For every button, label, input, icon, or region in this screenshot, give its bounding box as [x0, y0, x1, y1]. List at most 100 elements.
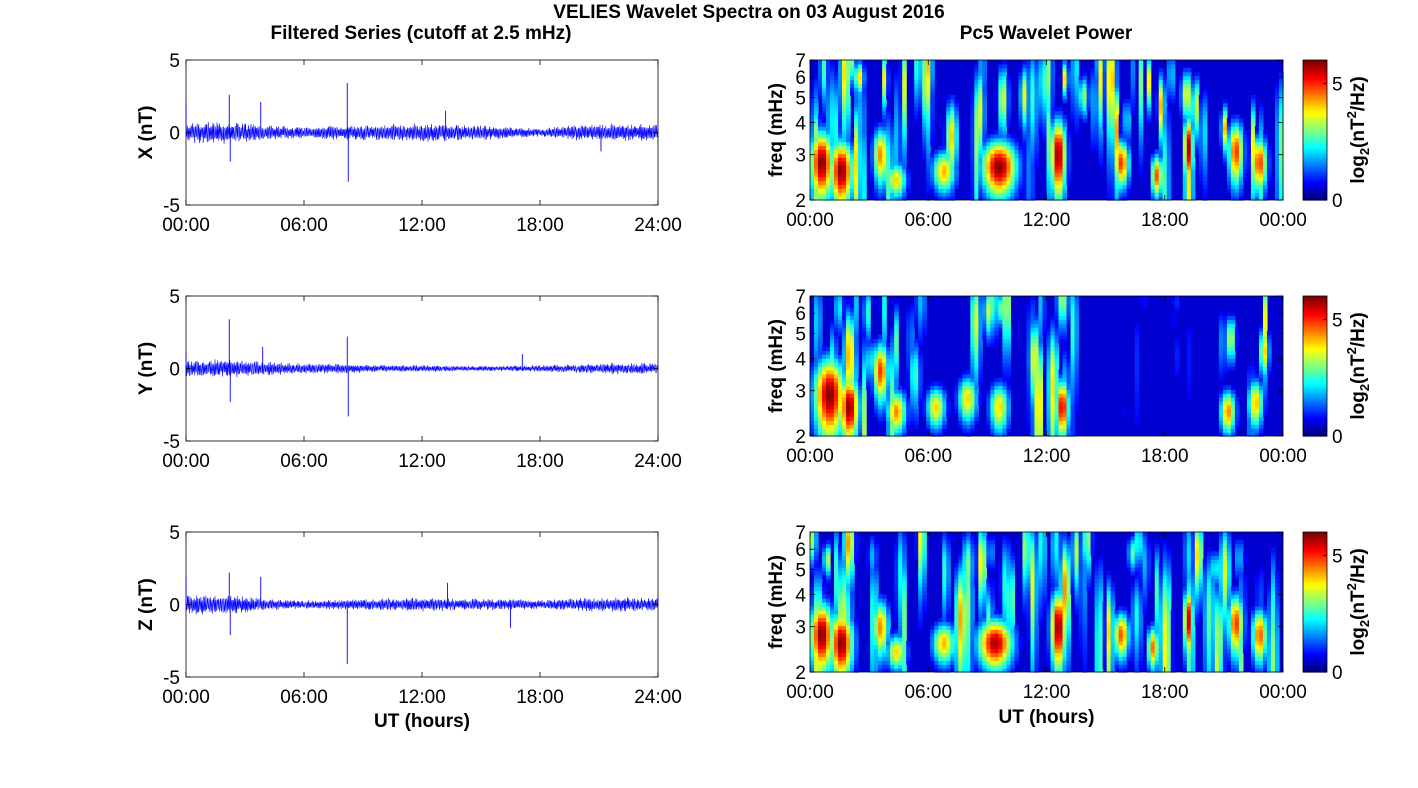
heatmap-cell: [842, 184, 847, 189]
heatmap-cell: [882, 315, 887, 320]
heatmap-cell: [818, 373, 823, 379]
heatmap-cell: [1226, 366, 1232, 371]
colorbar-step: [1303, 414, 1327, 417]
heatmap-cell: [1250, 98, 1256, 104]
heatmap-cell: [898, 145, 903, 151]
heatmap-cell: [842, 176, 847, 182]
heatmap-cell: [1034, 133, 1040, 139]
heatmap-cell: [1050, 373, 1056, 379]
heatmap-cell: [958, 373, 963, 379]
heatmap-cell: [954, 157, 959, 162]
heatmap-cell: [1106, 192, 1112, 197]
heatmap-cell: [1030, 389, 1036, 394]
heatmap-cell: [1222, 424, 1228, 429]
heatmap-cell: [834, 153, 839, 158]
heatmap-cell: [854, 184, 859, 189]
heatmap-cell: [934, 168, 939, 174]
heatmap-cell: [902, 71, 907, 77]
heatmap-cell: [1018, 126, 1024, 131]
heatmap-cell: [830, 118, 835, 123]
heatmap-cell: [1162, 176, 1168, 182]
heatmap-cell: [1030, 303, 1036, 309]
heatmap-cell: [1174, 346, 1180, 352]
heatmap-cell: [902, 130, 907, 135]
heatmap-cell: [1038, 389, 1044, 394]
heatmap-cell: [810, 629, 815, 634]
heatmap-cell: [1030, 401, 1036, 406]
heatmap-cell: [1030, 157, 1036, 162]
heatmap-cell: [1182, 153, 1188, 158]
heatmap-cell: [814, 126, 819, 131]
heatmap-cell: [1254, 172, 1260, 178]
heatmap-cell: [810, 563, 815, 568]
heatmap-cell: [854, 401, 859, 406]
heatmap-cell: [918, 342, 923, 348]
heatmap-cell: [1098, 83, 1104, 88]
heatmap-cell: [1262, 311, 1268, 317]
heatmap-cell: [1002, 75, 1008, 81]
heatmap-cell: [1218, 401, 1224, 406]
heatmap-cell: [1242, 141, 1248, 147]
heatmap-cell: [1150, 157, 1156, 162]
heatmap-cell: [1274, 133, 1280, 139]
heatmap-cell: [1158, 168, 1164, 174]
heatmap-cell: [1098, 126, 1104, 131]
heatmap-cell: [894, 381, 899, 387]
heatmap-cell: [990, 137, 995, 143]
heatmap-cell: [1034, 331, 1040, 336]
heatmap-cell: [1246, 130, 1252, 135]
heatmap-cell: [882, 63, 887, 69]
heatmap-cell: [974, 130, 979, 135]
heatmap-cell: [1094, 98, 1100, 104]
heatmap-cell: [1074, 110, 1080, 116]
heatmap-cell: [1002, 362, 1008, 367]
heatmap-cell: [1186, 145, 1192, 151]
heatmap-cell: [842, 389, 847, 394]
heatmap-cell: [1138, 114, 1144, 119]
heatmap-cell: [1054, 296, 1060, 301]
heatmap-cell: [1266, 172, 1272, 178]
heatmap-cell: [1198, 110, 1204, 116]
heatmap-cell: [1058, 424, 1064, 429]
heatmap-cell: [1018, 165, 1024, 170]
heatmap-cell: [914, 354, 919, 359]
y-axis-label: freq (mHz): [766, 319, 787, 413]
heatmap-cell: [1130, 98, 1136, 104]
heatmap-cell: [834, 126, 839, 131]
heatmap-cell: [1254, 149, 1260, 154]
heatmap-cell: [898, 87, 903, 92]
heatmap-cell: [1022, 95, 1028, 100]
heatmap-cell: [918, 307, 923, 313]
heatmap-cell: [1114, 83, 1120, 88]
heatmap-cell: [1038, 79, 1044, 84]
heatmap-cell: [1114, 79, 1120, 84]
heatmap-cell: [846, 110, 851, 116]
heatmap-cell: [1166, 110, 1172, 116]
heatmap-cell: [894, 346, 899, 352]
heatmap-cell: [998, 432, 1004, 437]
heatmap-cell: [970, 366, 975, 371]
heatmap-cell: [1030, 176, 1036, 182]
heatmap-cell: [834, 176, 839, 182]
heatmap-cell: [1226, 176, 1232, 182]
heatmap-cell: [1058, 432, 1064, 437]
heatmap-cell: [922, 397, 927, 402]
heatmap-cell: [810, 404, 815, 410]
heatmap-cell: [822, 412, 827, 418]
heatmap-cell: [990, 338, 995, 344]
heatmap-cell: [914, 420, 919, 425]
heatmap-cell: [838, 366, 843, 371]
heatmap-cell: [1138, 63, 1144, 69]
heatmap-cell: [1002, 130, 1008, 135]
heatmap-cell: [846, 102, 851, 108]
heatmap-cell: [1122, 133, 1128, 139]
heatmap-cell: [1074, 346, 1080, 352]
heatmap-cell: [914, 91, 919, 96]
heatmap-cell: [1010, 165, 1016, 170]
heatmap-cell: [1186, 141, 1192, 147]
heatmap-cell: [1106, 141, 1112, 147]
heatmap-cell: [1046, 145, 1052, 151]
heatmap-cell: [1034, 114, 1040, 119]
